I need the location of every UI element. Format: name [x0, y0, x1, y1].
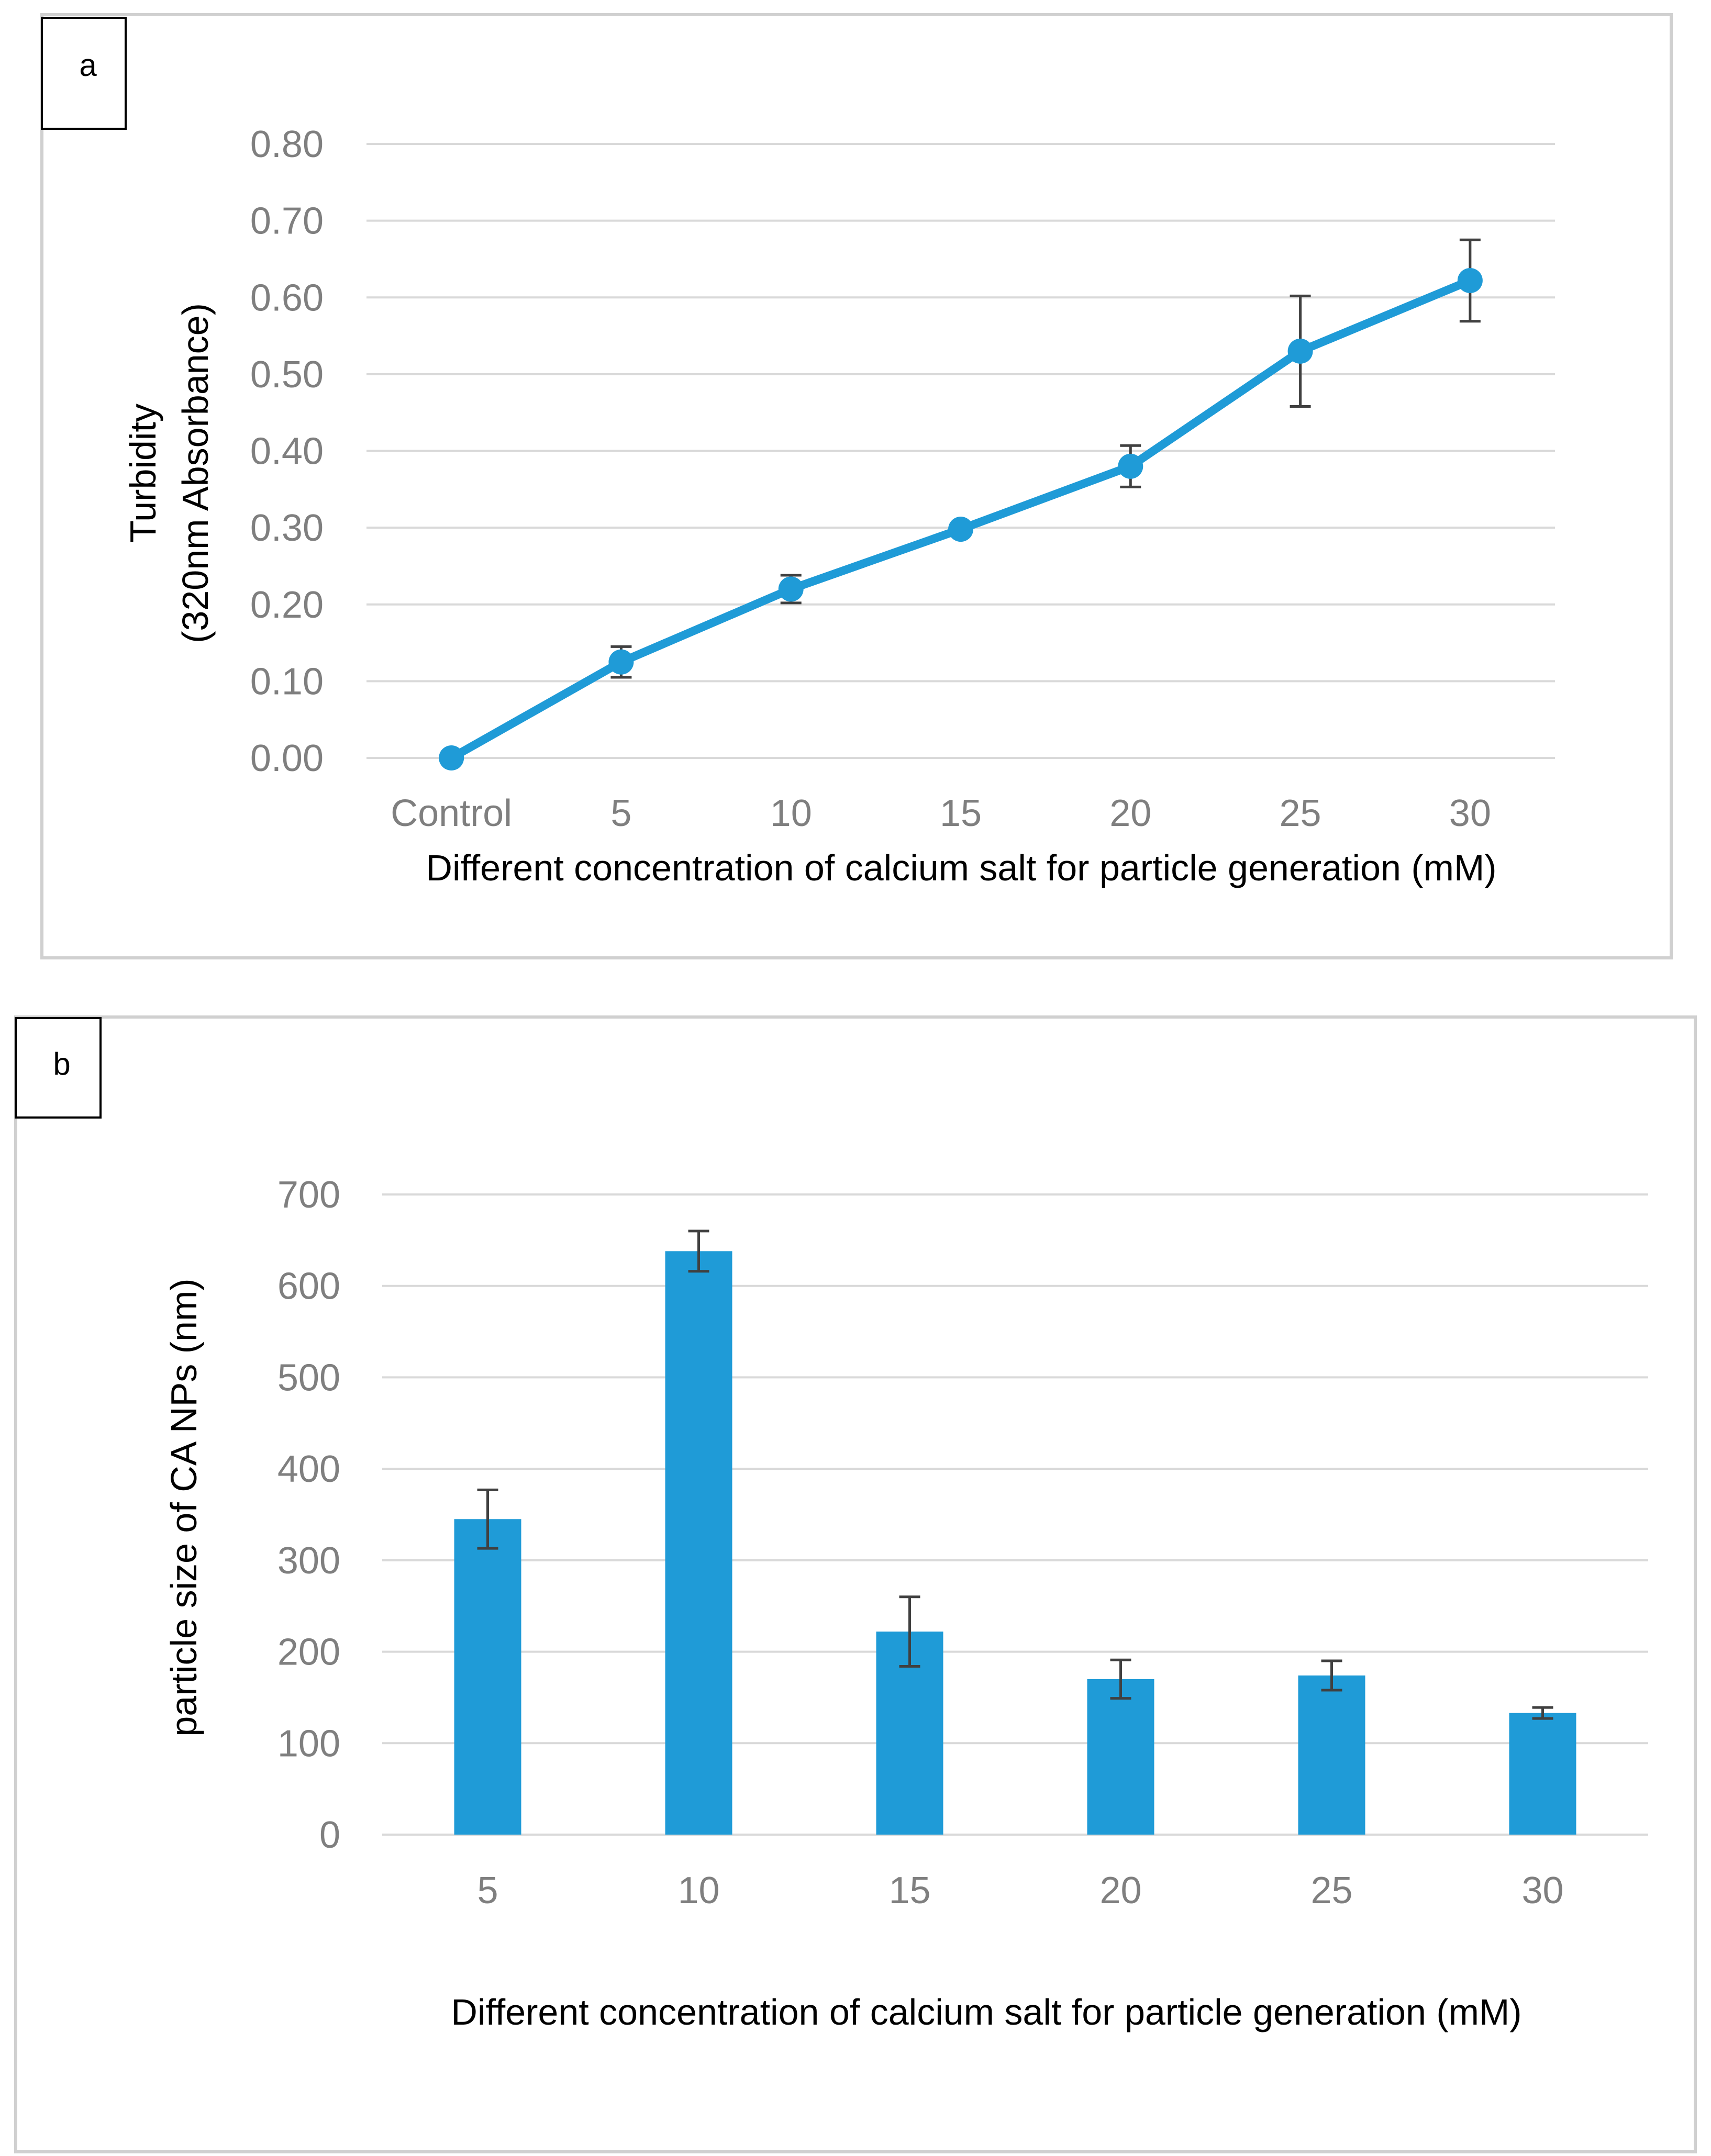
bar — [665, 1251, 732, 1835]
panel-b-frame — [14, 1015, 1697, 2153]
data-point — [778, 576, 804, 602]
panel-b-xlabel: Different concentration of calcium salt … — [451, 1992, 1521, 2032]
y-tick-label: 700 — [277, 1174, 340, 1216]
y-tick-label: 0.00 — [250, 738, 324, 779]
x-tick-label: 20 — [1099, 1870, 1141, 1912]
panel-a-ylabel-line2: (320nm Absorbance) — [175, 303, 216, 643]
panel-b-ylabel: particle size of CA NPs (nm) — [163, 1278, 204, 1736]
x-tick-label: 5 — [610, 792, 631, 834]
y-tick-label: 0.10 — [250, 661, 324, 702]
bar — [1298, 1675, 1365, 1835]
x-tick-label: 25 — [1280, 792, 1321, 834]
x-tick-label: 20 — [1109, 792, 1151, 834]
panel-b-label: b — [53, 1046, 70, 1081]
y-tick-label: 0.30 — [250, 507, 324, 549]
y-tick-label: 0.80 — [250, 124, 324, 165]
y-tick-label: 0.20 — [250, 584, 324, 626]
data-point — [1287, 338, 1313, 364]
y-tick-label: 500 — [277, 1357, 340, 1399]
y-tick-label: 300 — [277, 1540, 340, 1582]
panel-a-label-box — [41, 17, 127, 130]
turbidity-line-chart: 0.00 0.10 0.20 0.30 0.40 0.50 0.60 0.70 0.80 Cont… — [250, 124, 1555, 834]
panel-b-label-box — [15, 1017, 102, 1119]
x-tick-label: 5 — [477, 1870, 498, 1912]
y-tick-label: 0.60 — [250, 277, 324, 319]
y-tick-label: 400 — [277, 1448, 340, 1490]
data-point — [948, 517, 973, 542]
bar — [1509, 1713, 1576, 1835]
y-tick-label: 0.70 — [250, 200, 324, 242]
y-tick-label: 600 — [277, 1266, 340, 1308]
y-tick-label: 0 — [319, 1814, 340, 1856]
data-point — [1118, 453, 1143, 479]
x-tick-label: 30 — [1521, 1870, 1563, 1912]
x-tick-label: 25 — [1310, 1870, 1352, 1912]
data-point — [1457, 267, 1483, 293]
x-tick-label: Control — [391, 792, 512, 834]
data-point — [439, 745, 464, 770]
y-tick-label: 100 — [277, 1723, 340, 1764]
x-tick-label: 10 — [770, 792, 812, 834]
x-tick-label: 15 — [940, 792, 982, 834]
x-tick-label: 10 — [677, 1870, 719, 1912]
y-tick-label: 0.50 — [250, 354, 324, 396]
panel-a-ylabel-line1: Turbidity — [123, 404, 163, 543]
panel-a-xlabel: Different concentration of calcium salt … — [426, 847, 1496, 888]
particle-size-bar-chart: 0 100 200 300 400 500 600 700 5 10 15 20 25 30 — [277, 1174, 1648, 1912]
panel-a-frame — [40, 13, 1673, 959]
bar — [1087, 1679, 1154, 1835]
y-tick-label: 200 — [277, 1632, 340, 1673]
data-point — [608, 649, 634, 675]
x-tick-label: 30 — [1449, 792, 1491, 834]
y-tick-label: 0.40 — [250, 431, 324, 473]
x-tick-label: 15 — [888, 1870, 930, 1912]
bar — [454, 1519, 521, 1835]
panel-a-label: a — [79, 48, 97, 83]
